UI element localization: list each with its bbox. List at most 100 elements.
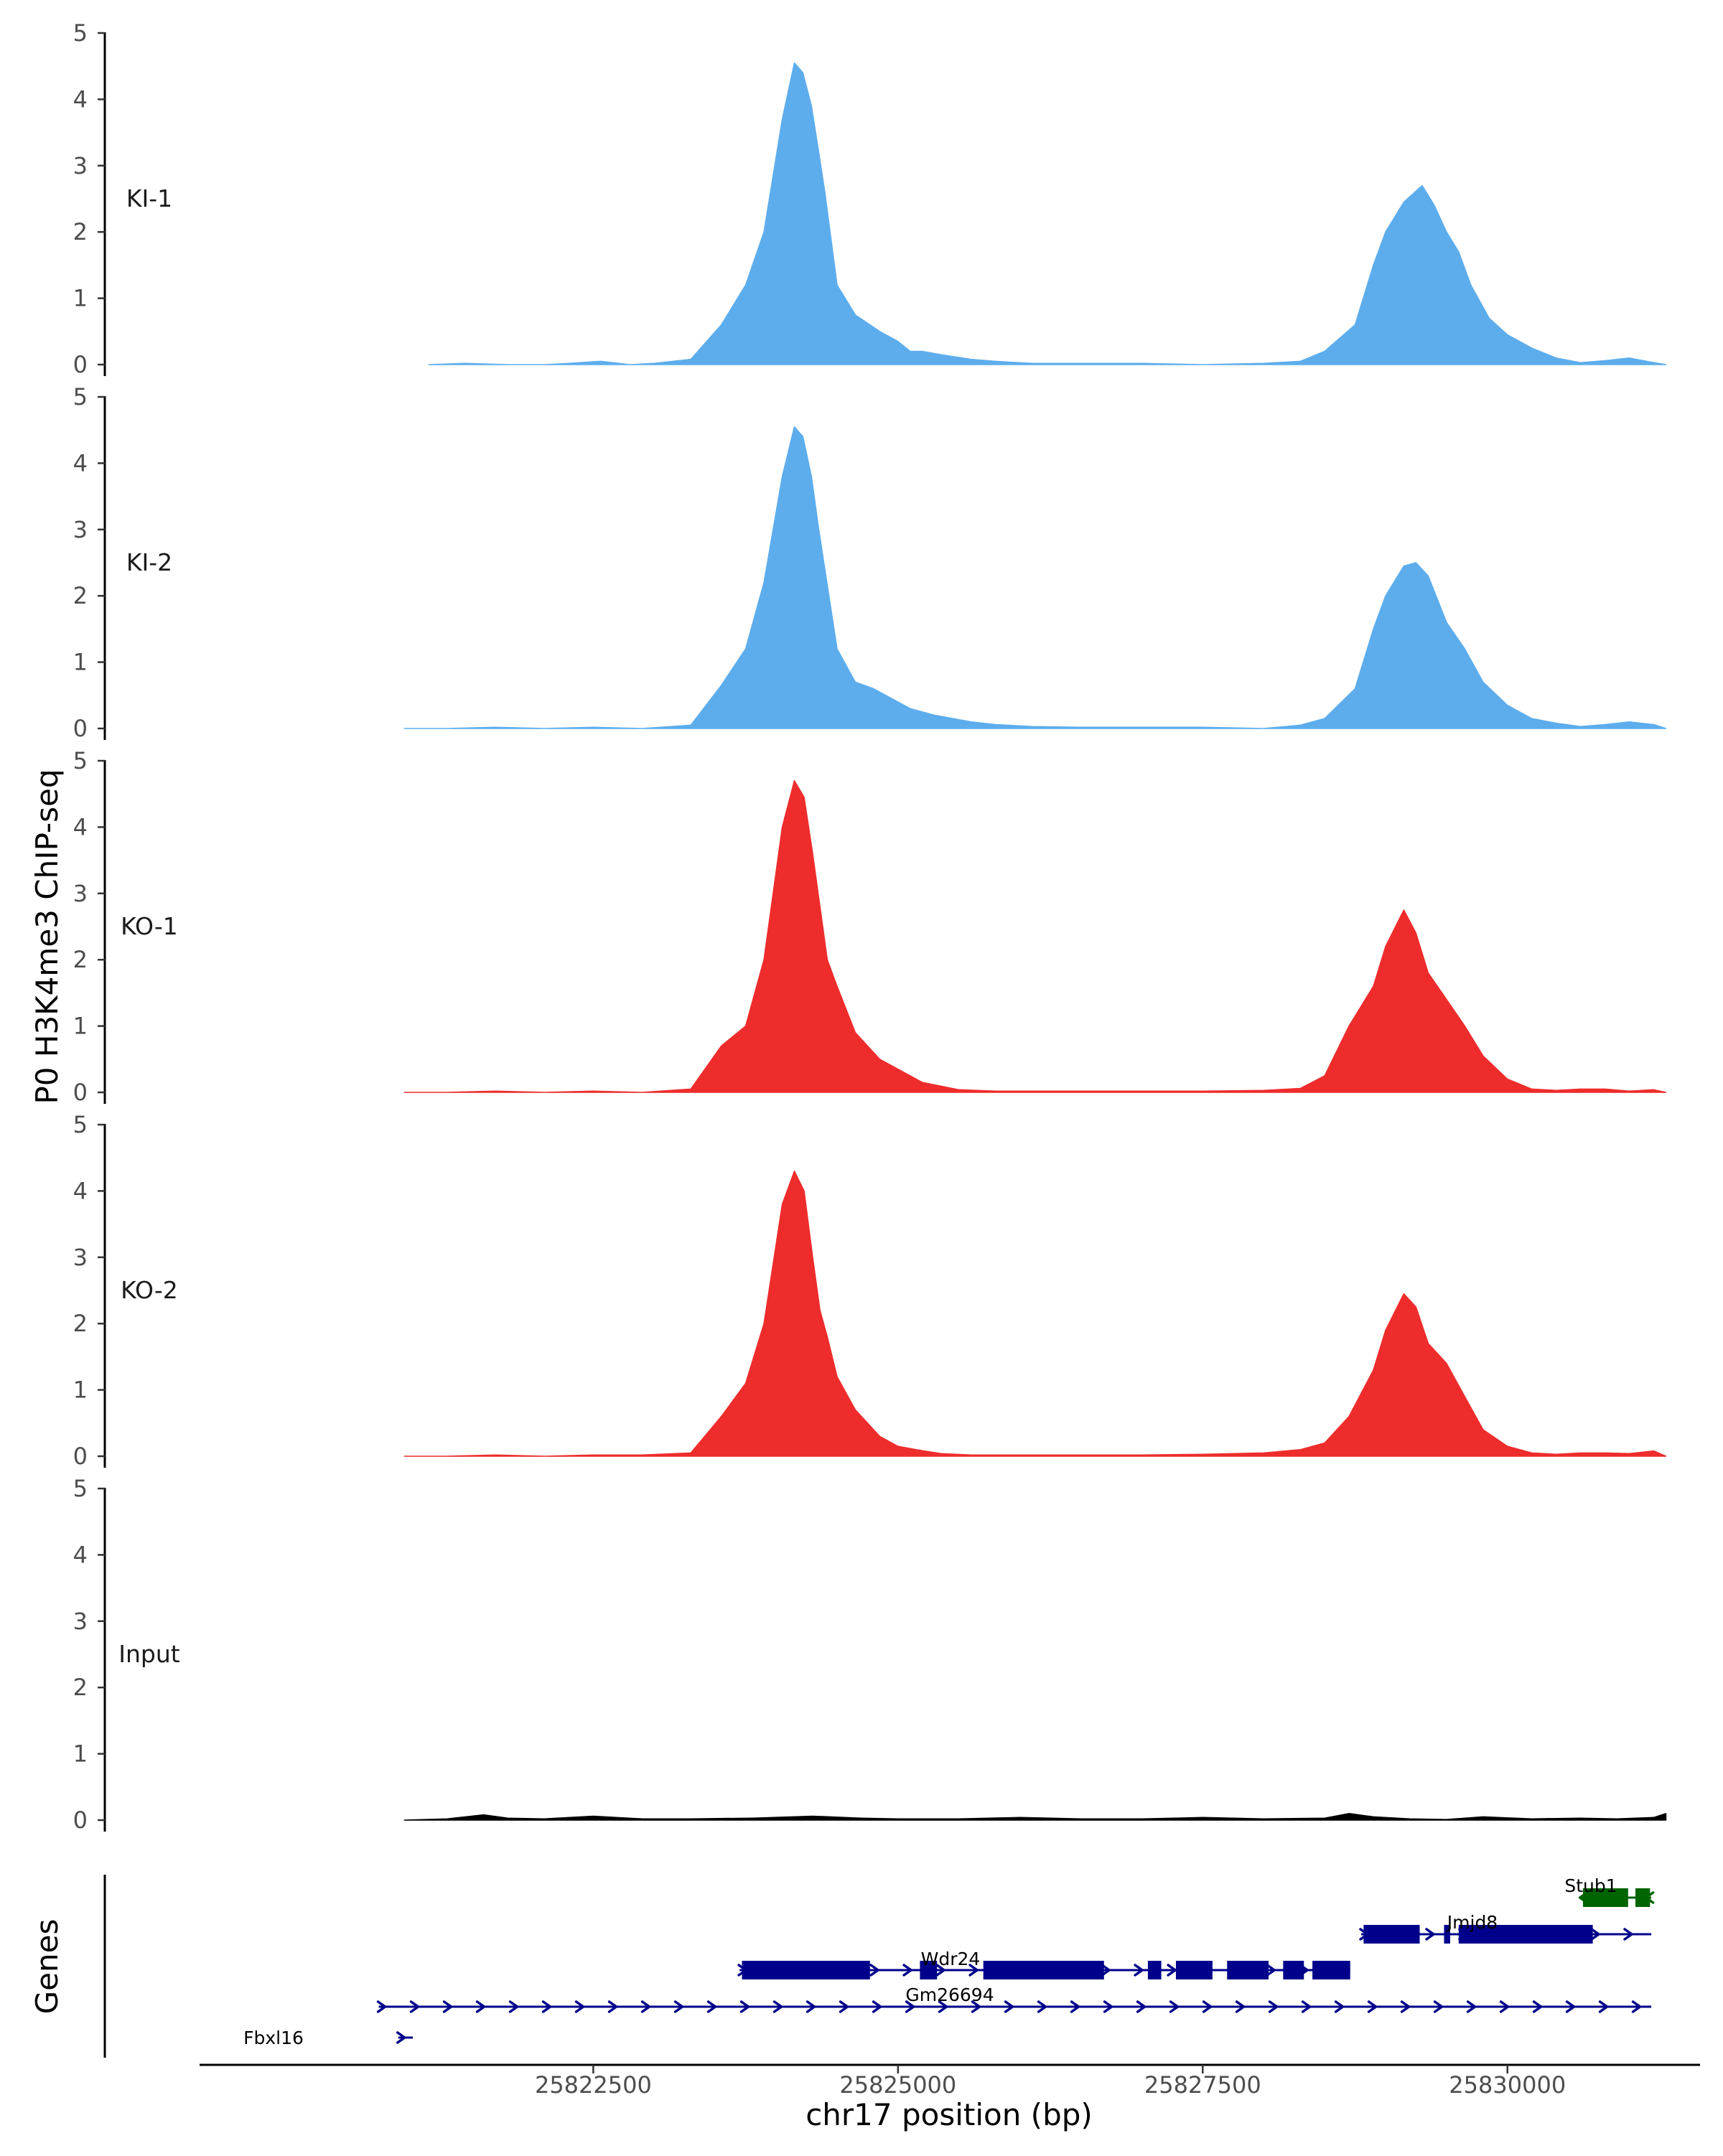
y-axis-title: P0 H3K4me3 ChIP-seq [29, 769, 65, 1104]
gene-exon [920, 1961, 938, 1979]
y-tick-label: 1 [73, 285, 88, 312]
track-label: KI-1 [126, 184, 172, 212]
strand-chevron [905, 2000, 915, 2013]
strand-chevron [772, 2000, 783, 2013]
strand-chevron [1266, 1964, 1276, 1977]
track-label: Input [118, 1640, 180, 1668]
y-tick-label: 1 [73, 1377, 88, 1404]
series-area-ki-1 [428, 62, 1667, 365]
track-ki-2: 0 1 2 3 4 5 KI-2 [73, 383, 1667, 742]
y-tick-label: 5 [73, 1475, 88, 1502]
track-label: KO-2 [121, 1276, 178, 1304]
gene-gm26694: Gm26694 [376, 1984, 1652, 2013]
strand-chevron [1400, 2000, 1411, 2013]
strand-chevron [1070, 2000, 1080, 2013]
strand-chevron [673, 2000, 684, 2013]
strand-chevron [1532, 2000, 1543, 2013]
y-tick-label: 1 [73, 1013, 88, 1040]
track-ki-1: 0 1 2 3 4 5 KI-1 [73, 19, 1667, 378]
strand-chevron [541, 2000, 552, 2013]
strand-chevron [1136, 2000, 1147, 2013]
strand-chevron [839, 2000, 849, 2013]
gene-stub1: Stub1 [1564, 1875, 1655, 1907]
y-tick-label: 3 [73, 1608, 88, 1635]
strand-chevron [806, 2000, 816, 2013]
strand-chevron [475, 2000, 486, 2013]
strand-chevron [1367, 2000, 1378, 2013]
gene-exon [1583, 1888, 1628, 1907]
x-tick-label: 25825000 [839, 2071, 956, 2099]
x-tick-label: 25827500 [1144, 2071, 1261, 2099]
gene-exon [1175, 1961, 1213, 1979]
y-tick-label: 4 [73, 813, 88, 840]
y-tick-label: 5 [73, 383, 88, 411]
y-tick-label: 4 [73, 449, 88, 477]
gene-label: Jmjd8 [1446, 1912, 1498, 1933]
y-tick-label: 2 [73, 218, 88, 245]
strand-chevron [1101, 1964, 1111, 1977]
strand-chevron [872, 2000, 882, 2013]
strand-chevron [1433, 2000, 1444, 2013]
y-tick-label: 5 [73, 19, 88, 47]
y-tick-label: 5 [73, 747, 88, 774]
genes-axis-title: Genes [29, 1919, 65, 2015]
track-label: KI-2 [126, 548, 172, 576]
strand-chevron [1590, 1928, 1600, 1941]
strand-chevron [1466, 2000, 1477, 2013]
x-tick-label: 25822500 [535, 2071, 652, 2099]
gene-label: Wdr24 [921, 1949, 981, 1969]
strand-chevron [971, 2000, 981, 2013]
gene-fbxl16: Fbxl16 [243, 2028, 414, 2048]
series-area-ko-1 [403, 779, 1667, 1093]
y-tick-label: 1 [73, 649, 88, 676]
strand-chevron [869, 1964, 879, 1977]
y-tick-label: 3 [73, 516, 88, 543]
y-tick-label: 0 [73, 1443, 88, 1470]
strand-chevron [739, 2000, 750, 2013]
y-tick-label: 0 [73, 1806, 88, 1834]
strand-chevron [1169, 2000, 1180, 2013]
gene-label: Gm26694 [905, 1984, 994, 2005]
strand-chevron [938, 2000, 948, 2013]
y-tick-label: 3 [73, 1244, 88, 1271]
y-tick-label: 4 [73, 85, 88, 113]
strand-chevron [1167, 1964, 1177, 1977]
y-tick-label: 4 [73, 1177, 88, 1204]
strand-chevron [442, 2000, 453, 2013]
gene-exon [742, 1961, 870, 1979]
y-tick-label: 2 [73, 1674, 88, 1701]
strand-chevron [1202, 2000, 1213, 2013]
strand-chevron [902, 1964, 912, 1977]
strand-chevron [508, 2000, 519, 2013]
gene-exon [1283, 1961, 1304, 1979]
x-tick-label: 25830000 [1449, 2071, 1566, 2099]
strand-chevron [1268, 2000, 1279, 2013]
x-axis-title: chr17 position (bp) [806, 2097, 1093, 2132]
track-ko-1: 0 1 2 3 4 5 KO-1 [73, 747, 1667, 1106]
y-tick-label: 0 [73, 351, 88, 378]
gene-exon [1458, 1925, 1593, 1944]
y-tick-label: 3 [73, 880, 88, 907]
gene-exon [1227, 1961, 1269, 1979]
strand-chevron [1499, 2000, 1510, 2013]
track-ko-2: 0 1 2 3 4 5 KO-2 [73, 1111, 1667, 1470]
strand-chevron [1134, 1964, 1144, 1977]
track-input: 0 1 2 3 4 5 Input [73, 1475, 1667, 1834]
strand-chevron [1598, 2000, 1609, 2013]
gene-label: Stub1 [1564, 1875, 1617, 1896]
strand-chevron [706, 2000, 717, 2013]
strand-chevron [396, 2031, 406, 2044]
x-axis: 25822500 25825000 25827500 25830000 [200, 2063, 1700, 2099]
strand-chevron [968, 1964, 979, 1977]
y-tick-label: 0 [73, 715, 88, 742]
strand-chevron [1301, 2000, 1312, 2013]
gene-exon [1147, 1961, 1162, 1979]
y-tick-label: 0 [73, 1079, 88, 1106]
gene-exon [1444, 1925, 1450, 1944]
strand-chevron [409, 2000, 420, 2013]
gene-exon [1312, 1961, 1350, 1979]
tracks-layer: 0 1 2 3 4 5 KI-1 0 1 2 3 4 5 KI-2 0 1 2 3 4 5 KO-1 0 1 2 3 4 5 KO-2… [73, 19, 1667, 1834]
strand-chevron [574, 2000, 585, 2013]
